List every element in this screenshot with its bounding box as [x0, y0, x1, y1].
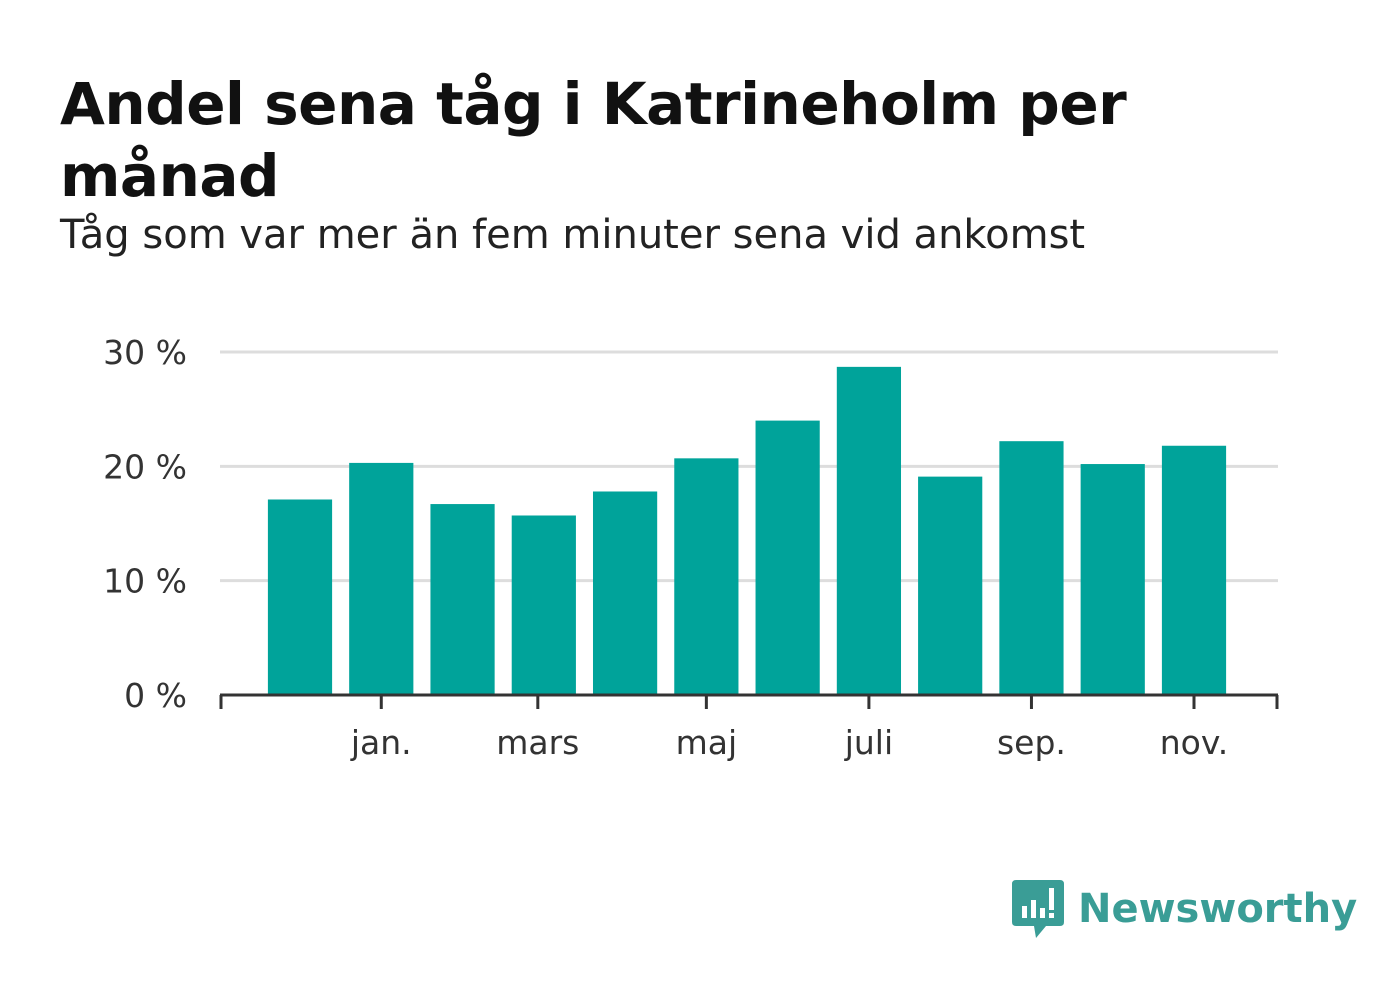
brand-name: Newsworthy [1078, 886, 1358, 932]
bar-apr [592, 491, 658, 695]
newsworthy-logo-icon [1012, 880, 1064, 938]
y-tick-label: 0 % [124, 676, 187, 715]
y-tick-label: 10 % [103, 562, 187, 601]
bar-feb [430, 504, 495, 695]
chart-title: Andel sena tåg i Katrineholm per månad [60, 70, 1127, 210]
bar-mars [511, 515, 576, 695]
x-tick-label: jan. [350, 723, 412, 762]
bar-okt [1080, 464, 1145, 695]
y-tick-label: 20 % [103, 447, 187, 486]
x-tick-label: sep. [997, 723, 1066, 762]
bar-sep [999, 441, 1064, 695]
chart-subtitle: Tåg som var mer än fem minuter sena vid … [60, 212, 1086, 258]
x-tick-label: nov. [1160, 723, 1229, 762]
x-tick-label: mars [496, 723, 579, 762]
bar-juli [836, 366, 902, 695]
y-tick-label: 30 % [103, 333, 187, 372]
bar-juni [755, 420, 820, 695]
brand-logo: Newsworthy [1010, 878, 1357, 940]
bar-jan [349, 462, 414, 695]
bar-nov [1161, 445, 1227, 695]
bar-maj [674, 458, 739, 695]
bar-aug [918, 476, 983, 695]
x-tick-label: maj [676, 723, 738, 762]
bar-dec [267, 499, 333, 695]
x-tick-label: juli [844, 723, 893, 762]
